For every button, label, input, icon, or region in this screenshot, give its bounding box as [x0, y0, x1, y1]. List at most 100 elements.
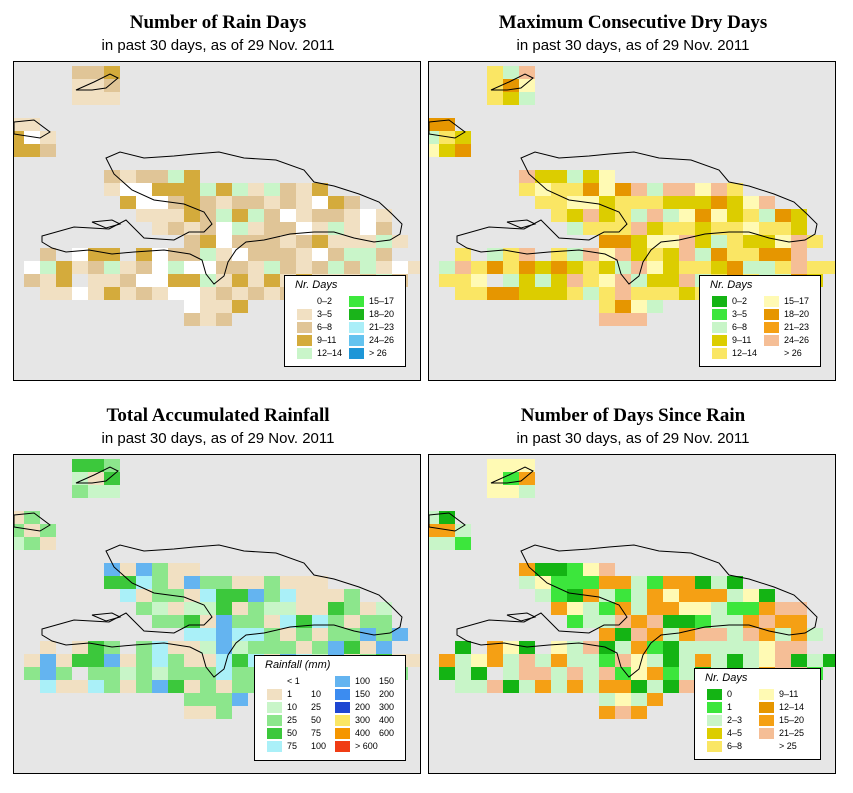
grid-cell — [599, 313, 615, 326]
map-legend: Nr. Days 0–2 3–5 6–8 9–11 12–14 15–17 18–20 21–… — [284, 275, 406, 367]
grid-cell — [280, 235, 296, 248]
grid-cell — [152, 654, 168, 667]
grid-cell — [471, 667, 487, 680]
grid-cell — [184, 654, 200, 667]
grid-cell — [519, 654, 535, 667]
grid-cell — [136, 274, 152, 287]
grid-cell — [280, 589, 296, 602]
grid-cell — [775, 654, 791, 667]
grid-cell — [551, 248, 567, 261]
legend-swatch — [335, 728, 350, 739]
grid-cell — [376, 209, 392, 222]
legend-label: 1 10 — [287, 689, 321, 700]
grid-cell — [487, 261, 503, 274]
grid-cell — [248, 222, 264, 235]
grid-cell — [503, 66, 519, 79]
grid-cell — [743, 654, 759, 667]
legend-label: 6–8 — [732, 322, 748, 332]
grid-cell — [264, 183, 280, 196]
legend-label: 300 400 — [355, 715, 394, 726]
grid-cell — [615, 641, 631, 654]
grid-cell — [519, 485, 535, 498]
grid-cell — [535, 563, 551, 576]
grid-cell — [184, 680, 200, 693]
grid-cell — [791, 222, 807, 235]
grid-cell — [487, 66, 503, 79]
legend-title: Rainfall (mm) — [265, 659, 331, 671]
grid-cell — [280, 261, 296, 274]
grid-cell — [519, 79, 535, 92]
grid-cell — [152, 563, 168, 576]
legend-label: > 26 — [369, 348, 387, 358]
grid-cell — [583, 274, 599, 287]
grid-cell — [328, 248, 344, 261]
grid-cell — [791, 602, 807, 615]
grid-cell — [248, 589, 264, 602]
grid-cell — [647, 615, 663, 628]
grid-cell — [264, 589, 280, 602]
grid-cell — [535, 654, 551, 667]
grid-cell — [184, 693, 200, 706]
grid-cell — [168, 680, 184, 693]
map-legend: Nr. Days 0 1 2–3 4–5 6–8 9–11 12–14 15–20 21–25 >… — [694, 668, 821, 760]
legend-swatch — [764, 322, 779, 333]
grid-cell — [615, 235, 631, 248]
grid-cell — [567, 170, 583, 183]
grid-cell — [647, 693, 663, 706]
legend-label-low: 150 — [355, 689, 371, 699]
grid-cell — [120, 183, 136, 196]
grid-cell — [519, 92, 535, 105]
grid-cell — [152, 170, 168, 183]
legend-label: 4–5 — [727, 728, 743, 738]
grid-cell — [376, 602, 392, 615]
legend-swatch — [712, 335, 727, 346]
grid-cell — [695, 615, 711, 628]
grid-cell — [503, 485, 519, 498]
legend-swatch — [712, 296, 727, 307]
legend-label-high: 150 — [379, 676, 395, 686]
grid-cell — [72, 79, 88, 92]
grid-cell — [775, 641, 791, 654]
grid-cell — [775, 602, 791, 615]
legend-label-high: 600 — [379, 728, 395, 738]
grid-cell — [695, 641, 711, 654]
grid-cell — [344, 196, 360, 209]
grid-cell — [519, 472, 535, 485]
grid-cell — [631, 680, 647, 693]
grid-cell — [376, 222, 392, 235]
grid-cell — [455, 680, 471, 693]
grid-cell — [296, 602, 312, 615]
grid-cell — [807, 654, 823, 667]
grid-cell — [567, 563, 583, 576]
grid-cell — [487, 459, 503, 472]
grid-cell — [264, 287, 280, 300]
grid-cell — [743, 261, 759, 274]
grid-cell — [615, 287, 631, 300]
grid-cell — [24, 261, 40, 274]
grid-cell — [72, 654, 88, 667]
grid-cell — [152, 615, 168, 628]
grid-cell — [152, 261, 168, 274]
legend-swatch — [297, 322, 312, 333]
legend-label: 6–8 — [317, 322, 333, 332]
grid-cell — [535, 576, 551, 589]
grid-cell — [312, 235, 328, 248]
grid-cell — [104, 459, 120, 472]
grid-cell — [168, 563, 184, 576]
legend-label-high: 10 — [311, 689, 322, 699]
grid-cell — [232, 693, 248, 706]
grid-cell — [695, 628, 711, 641]
grid-cell — [429, 131, 439, 144]
grid-cell — [232, 654, 248, 667]
grid-cell — [743, 602, 759, 615]
grid-cell — [727, 261, 743, 274]
grid-cell — [24, 131, 40, 144]
grid-cell — [695, 261, 711, 274]
grid-cell — [695, 196, 711, 209]
grid-cell — [727, 248, 743, 261]
grid-cell — [791, 209, 807, 222]
legend-label-low: > 600 — [355, 741, 378, 751]
grid-cell — [14, 144, 24, 157]
grid-cell — [615, 706, 631, 719]
grid-cell — [663, 680, 679, 693]
